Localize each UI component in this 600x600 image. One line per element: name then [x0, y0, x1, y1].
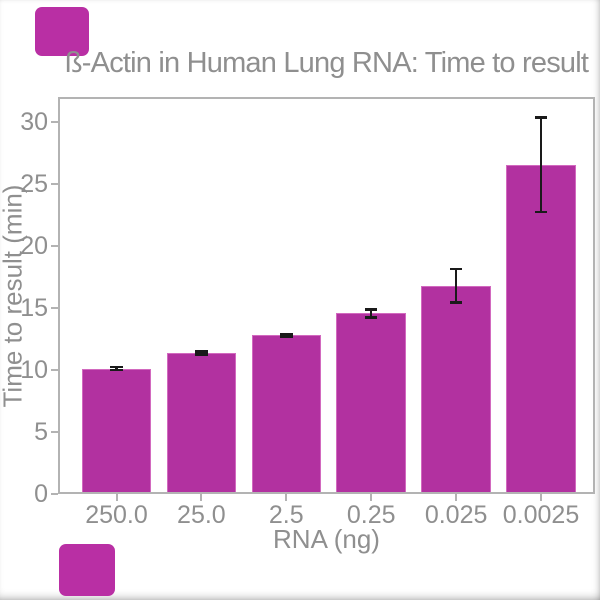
x-tick-mark	[115, 494, 118, 501]
y-tick-label: 5	[34, 417, 48, 446]
error-bar-cap	[280, 335, 293, 338]
y-tick-mark	[51, 430, 58, 433]
y-tick-mark	[51, 182, 58, 185]
error-bar-cap	[364, 316, 378, 319]
y-tick-label: 30	[20, 107, 48, 136]
error-bar-cap	[449, 267, 463, 271]
bar	[81, 368, 152, 494]
bar	[506, 164, 576, 494]
y-tick-label: 0	[34, 480, 48, 508]
error-bar-cap	[110, 368, 123, 372]
x-tick-label: 0.0025	[502, 501, 580, 529]
error-bar-line	[539, 117, 543, 212]
bar	[336, 313, 406, 494]
error-bar-cap	[534, 116, 548, 119]
y-tick-mark	[51, 120, 58, 123]
error-bar-cap	[195, 350, 208, 353]
x-tick-label: 0.025	[424, 501, 488, 529]
error-bar-line	[369, 309, 373, 318]
error-bar-cap	[534, 210, 548, 213]
y-tick-label: 25	[20, 169, 48, 198]
error-bar-cap	[449, 301, 463, 304]
error-bar-line	[200, 351, 203, 355]
x-tick-mark	[455, 494, 458, 501]
bar	[421, 285, 491, 494]
error-bar-line	[454, 268, 458, 303]
corner-sticker-top-left	[35, 7, 89, 56]
bar	[251, 335, 322, 494]
x-tick-label: 2.5	[268, 501, 304, 529]
chart-title: ß-Actin in Human Lung RNA: Time to resul…	[64, 47, 589, 79]
x-tick-mark	[540, 494, 542, 501]
y-tick-label: 20	[20, 231, 48, 260]
x-axis-label: RNA (ng)	[273, 524, 380, 554]
bar	[166, 353, 237, 494]
x-tick-label: 25.0	[177, 501, 226, 529]
x-tick-mark	[200, 494, 203, 501]
error-bar-cap	[110, 365, 123, 369]
y-tick-label: 10	[20, 355, 48, 384]
error-bar-line	[115, 367, 118, 371]
y-tick-label: 15	[20, 293, 48, 322]
x-tick-label: 0.25	[346, 501, 396, 529]
x-tick-mark	[370, 494, 373, 501]
y-tick-mark	[51, 368, 58, 371]
error-bar-cap	[364, 308, 378, 311]
y-tick-mark	[51, 493, 58, 495]
y-tick-mark	[51, 244, 58, 247]
error-bar-cap	[195, 353, 208, 356]
x-tick-mark	[285, 494, 288, 501]
corner-sticker-bottom-left	[59, 544, 115, 596]
error-bar-cap	[280, 332, 293, 336]
x-tick-label: 250.0	[85, 501, 148, 529]
y-tick-mark	[51, 306, 58, 309]
